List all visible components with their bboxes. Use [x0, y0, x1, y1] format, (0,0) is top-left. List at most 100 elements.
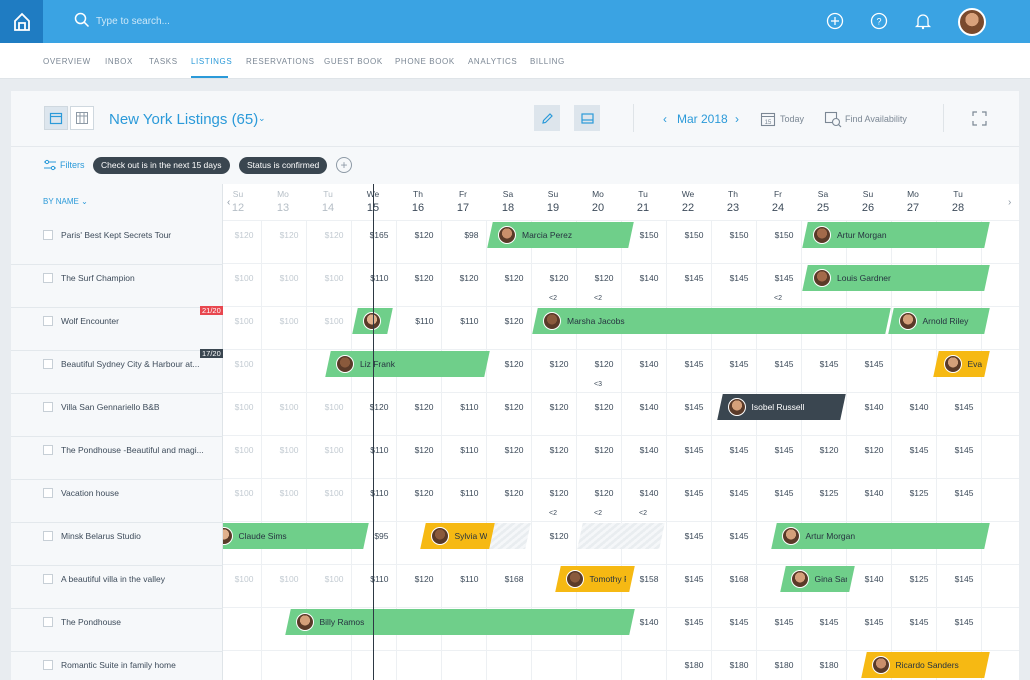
nav-tab-guest-book[interactable]: GUEST BOOK — [324, 57, 383, 66]
day-price[interactable]: $120 — [459, 273, 479, 283]
day-price[interactable]: $140 — [639, 359, 659, 369]
day-price[interactable]: $125 — [819, 488, 839, 498]
day-price[interactable]: $140 — [639, 617, 659, 627]
page-title[interactable]: New York Listings (65) — [109, 111, 259, 128]
day-price[interactable]: $145 — [684, 488, 704, 498]
day-price[interactable]: $145 — [954, 488, 974, 498]
filters-button[interactable]: Filters — [60, 160, 85, 170]
day-price[interactable]: $145 — [909, 617, 929, 627]
day-price[interactable]: $120 — [504, 445, 524, 455]
sort-by-name-button[interactable]: BY NAME ⌄ — [43, 197, 88, 206]
row-checkbox[interactable] — [43, 230, 53, 240]
day-price[interactable]: $168 — [729, 574, 749, 584]
day-price[interactable]: $145 — [954, 574, 974, 584]
day-price[interactable]: $98 — [464, 230, 479, 240]
day-price[interactable]: $120 — [234, 230, 254, 240]
day-price[interactable]: $100 — [279, 316, 299, 326]
day-price[interactable]: $145 — [909, 445, 929, 455]
filter-chip-checkout[interactable]: Check out is in the next 15 days — [93, 157, 230, 174]
day-price[interactable]: $145 — [774, 617, 794, 627]
layout-button[interactable] — [574, 105, 600, 131]
day-price[interactable]: $120 — [504, 488, 524, 498]
listing-name[interactable]: The Surf Champion — [61, 273, 135, 283]
day-price[interactable]: $110 — [370, 488, 389, 498]
day-price[interactable]: $145 — [864, 617, 884, 627]
day-price[interactable]: $145 — [774, 273, 794, 283]
day-price[interactable]: $145 — [819, 359, 839, 369]
day-price[interactable]: $168 — [504, 574, 524, 584]
add-circle-icon[interactable] — [826, 12, 844, 30]
day-price[interactable]: $120 — [549, 273, 569, 283]
day-price[interactable]: $120 — [414, 230, 434, 240]
day-price[interactable]: $145 — [774, 445, 794, 455]
listing-name[interactable]: Beautiful Sydney City & Harbour at... — [61, 359, 200, 369]
row-checkbox[interactable] — [43, 660, 53, 670]
edit-button[interactable] — [534, 105, 560, 131]
nav-tab-inbox[interactable]: INBOX — [105, 57, 133, 66]
row-checkbox[interactable] — [43, 445, 53, 455]
day-price[interactable]: $140 — [639, 273, 659, 283]
day-price[interactable]: $145 — [684, 445, 704, 455]
day-price[interactable]: $145 — [684, 273, 704, 283]
day-price[interactable]: $100 — [234, 488, 254, 498]
day-price[interactable]: $140 — [639, 402, 659, 412]
day-price[interactable]: $120 — [414, 402, 434, 412]
day-price[interactable]: $180 — [684, 660, 704, 670]
listing-name[interactable]: Romantic Suite in family home — [61, 660, 176, 670]
day-price[interactable]: $150 — [774, 230, 794, 240]
row-checkbox[interactable] — [43, 574, 53, 584]
day-price[interactable]: $145 — [729, 359, 749, 369]
day-price[interactable]: $110 — [460, 316, 479, 326]
day-price[interactable]: $100 — [234, 574, 254, 584]
day-price[interactable]: $145 — [729, 273, 749, 283]
table-view-button[interactable] — [70, 106, 94, 130]
day-price[interactable]: $100 — [279, 574, 299, 584]
row-checkbox[interactable] — [43, 531, 53, 541]
day-price[interactable]: $120 — [504, 273, 524, 283]
help-icon[interactable]: ? — [870, 12, 888, 30]
row-checkbox[interactable] — [43, 617, 53, 627]
day-price[interactable]: $180 — [774, 660, 794, 670]
add-filter-icon[interactable]: + — [336, 157, 352, 173]
day-price[interactable]: $100 — [279, 402, 299, 412]
day-price[interactable]: $120 — [549, 359, 569, 369]
day-price[interactable]: $145 — [684, 359, 704, 369]
day-price[interactable]: $140 — [864, 574, 884, 584]
day-price[interactable]: $100 — [234, 445, 254, 455]
day-price[interactable]: $110 — [415, 316, 434, 326]
day-price[interactable]: $110 — [460, 574, 479, 584]
nav-tab-reservations[interactable]: RESERVATIONS — [246, 57, 315, 66]
today-button[interactable]: Today — [780, 114, 805, 124]
day-price[interactable]: $100 — [234, 402, 254, 412]
day-price[interactable]: $120 — [594, 402, 614, 412]
blocked-dates[interactable] — [576, 523, 665, 549]
row-checkbox[interactable] — [43, 359, 53, 369]
day-price[interactable]: $120 — [594, 445, 614, 455]
listing-name[interactable]: Paris' Best Kept Secrets Tour — [61, 230, 172, 240]
day-price[interactable]: $125 — [909, 488, 929, 498]
day-price[interactable]: $120 — [864, 445, 884, 455]
day-price[interactable]: $145 — [684, 531, 704, 541]
search-icon[interactable] — [74, 12, 90, 28]
calendar-today-icon[interactable]: 15 — [760, 111, 776, 127]
day-price[interactable]: $120 — [414, 445, 434, 455]
row-checkbox[interactable] — [43, 402, 53, 412]
find-availability-icon[interactable] — [824, 110, 842, 128]
blocked-dates[interactable] — [488, 523, 531, 549]
row-checkbox[interactable] — [43, 273, 53, 283]
day-price[interactable]: $95 — [374, 531, 389, 541]
day-price[interactable]: $120 — [414, 488, 434, 498]
day-price[interactable]: $145 — [729, 445, 749, 455]
day-price[interactable]: $110 — [460, 402, 479, 412]
day-price[interactable]: $120 — [504, 359, 524, 369]
day-price[interactable]: $100 — [279, 445, 299, 455]
home-logo-icon[interactable] — [0, 0, 43, 43]
nav-tab-billing[interactable]: BILLING — [530, 57, 565, 66]
day-price[interactable]: $140 — [639, 488, 659, 498]
day-price[interactable]: $100 — [279, 273, 299, 283]
nav-tab-phone-book[interactable]: PHONE BOOK — [395, 57, 455, 66]
day-price[interactable]: $100 — [234, 359, 254, 369]
listing-name[interactable]: Minsk Belarus Studio — [61, 531, 141, 541]
day-price[interactable]: $150 — [684, 230, 704, 240]
day-price[interactable]: $145 — [864, 359, 884, 369]
